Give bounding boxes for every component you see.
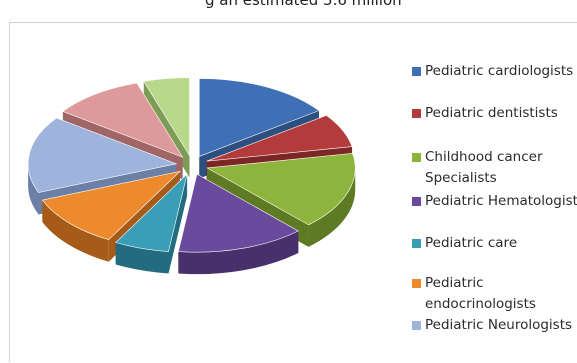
pie-slice-pediatric-care (115, 173, 188, 274)
pie-chart (27, 77, 356, 275)
legend-label: Pediatric endocrinologists (425, 275, 536, 312)
pie-slice-side (28, 163, 39, 215)
chart-frame: Pediatric cardiologists Pediatric dentist… (9, 22, 577, 362)
pie-slice-side (178, 230, 299, 275)
legend-label: Pediatric dentistists (425, 105, 558, 121)
legend-swatch (412, 153, 421, 162)
pie-slice-top (178, 173, 299, 253)
pie-slice-side (308, 167, 356, 247)
legend-label: Pediatric Neurologists (425, 317, 573, 333)
legend-swatch (412, 197, 421, 206)
pie-slice-top (41, 170, 181, 241)
legend-swatch (412, 67, 421, 76)
pie-slice-pediatric-hematologists (178, 173, 299, 275)
pie-slice-top (143, 77, 190, 157)
pie-slice-top (198, 78, 320, 157)
legend-label: Pediatric Hematologists (425, 193, 577, 209)
pie-slice-top (27, 117, 178, 193)
header-fragment: g an estimated 5.6 million (0, 0, 577, 22)
pie-slice-side (42, 200, 109, 262)
pie-slice-side (115, 242, 169, 274)
legend-label: Pediatric cardiologists (425, 63, 574, 79)
pie-slice-top (62, 82, 184, 158)
legend-swatch (412, 321, 421, 330)
legend-label: Childhood cancer Specialists (425, 149, 543, 186)
legend-swatch (412, 109, 421, 118)
legend-swatch (412, 279, 421, 288)
header-fragment-text: g an estimated 5.6 million (205, 0, 402, 9)
pie-slice-top (115, 173, 188, 252)
pie-slice-top (206, 153, 356, 226)
legend-swatch (412, 239, 421, 248)
legend-label: Pediatric care (425, 235, 518, 251)
pie-slice-top (206, 115, 353, 162)
